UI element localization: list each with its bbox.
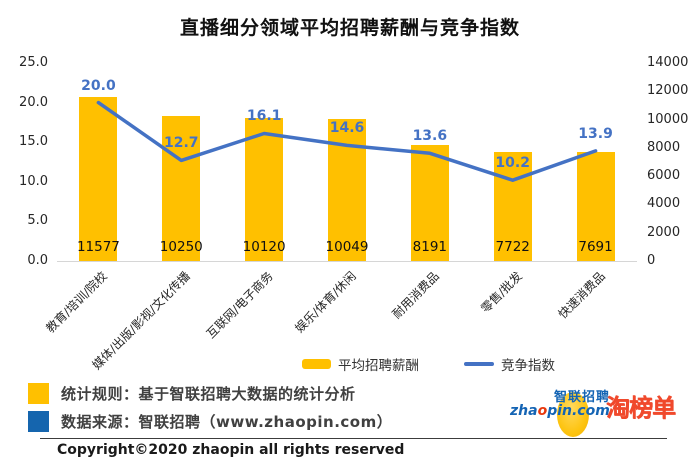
footer-divider bbox=[40, 438, 667, 439]
y-axis-tick-right: 4000 bbox=[647, 196, 681, 212]
legend-line-swatch-icon bbox=[464, 362, 494, 366]
y-axis-tick-left: 25.0 bbox=[19, 55, 48, 70]
taobangdan-logo: 淘榜单 bbox=[606, 394, 676, 422]
line-value-label: 12.7 bbox=[164, 135, 199, 152]
zhaopin-url-part3: pin.com bbox=[547, 403, 610, 419]
y-axis-tick-right: 2000 bbox=[647, 224, 681, 240]
note-text: 统计规则：基于智联招聘大数据的统计分析 bbox=[61, 385, 356, 403]
footnotes: 统计规则：基于智联招聘大数据的统计分析 数据来源：智联招聘（www.zhaopi… bbox=[28, 383, 392, 439]
line-value-label: 16.1 bbox=[246, 108, 282, 125]
bar-value-label: 7722 bbox=[495, 239, 530, 255]
note-text: 数据来源：智联招聘（www.zhaopin.com） bbox=[61, 413, 393, 431]
y-axis-tick-left: 10.0 bbox=[19, 173, 48, 189]
copyright-text: Copyright©2020 zhaopin all rights reserv… bbox=[57, 442, 405, 458]
line-value-label: 14.6 bbox=[329, 120, 365, 137]
legend-line-label: 竞争指数 bbox=[501, 358, 555, 374]
y-axis-tick-right: 6000 bbox=[647, 168, 681, 184]
salary-bar bbox=[79, 97, 118, 261]
note-data-source: 数据来源：智联招聘（www.zhaopin.com） bbox=[28, 411, 392, 432]
bar-value-label: 10120 bbox=[242, 239, 286, 255]
y-axis-tick-left: 20.0 bbox=[19, 94, 48, 110]
y-axis-tick-right: 14000 bbox=[647, 55, 689, 70]
chart-legend: 平均招聘薪酬 竞争指数 bbox=[302, 354, 555, 374]
legend-bar-swatch-icon bbox=[302, 359, 331, 369]
note-statistics-rule: 统计规则：基于智联招聘大数据的统计分析 bbox=[28, 383, 392, 404]
y-axis-tick-right: 8000 bbox=[647, 139, 681, 155]
zhaopin-url-part1: zha bbox=[510, 403, 538, 419]
y-axis-tick-right: 12000 bbox=[647, 83, 689, 99]
bar-value-label: 7691 bbox=[578, 239, 613, 255]
line-value-label: 10.2 bbox=[495, 155, 530, 172]
bar-value-label: 10250 bbox=[159, 239, 203, 255]
y-axis-tick-left: 5.0 bbox=[27, 213, 48, 229]
legend-bar-label: 平均招聘薪酬 bbox=[338, 358, 419, 374]
zhaopin-egg-icon bbox=[557, 392, 589, 437]
bar-value-label: 8191 bbox=[412, 239, 448, 255]
line-value-label: 20.0 bbox=[81, 77, 116, 94]
line-value-label: 13.9 bbox=[578, 125, 613, 142]
chart-title: 直播细分领域平均招聘薪酬与竞争指数 bbox=[179, 17, 520, 39]
blue-square-bullet-icon bbox=[28, 411, 49, 432]
legend-item-index: 竞争指数 bbox=[464, 354, 555, 374]
x-axis-line bbox=[57, 261, 637, 262]
bar-value-label: 10049 bbox=[325, 239, 369, 255]
y-axis-tick-right: 10000 bbox=[647, 111, 689, 127]
zhaopin-red-o: o bbox=[537, 403, 548, 419]
brand-logos: 智联招聘 zhaopin.com 淘榜单 bbox=[502, 384, 680, 437]
zhaopin-cn-text: 智联招聘 bbox=[554, 390, 611, 405]
zhaopin-url-text: zhaopin.com bbox=[510, 403, 610, 419]
bar-value-label: 11577 bbox=[76, 239, 120, 255]
y-axis-tick-right: 0 bbox=[647, 253, 656, 268]
yellow-square-bullet-icon bbox=[28, 383, 49, 404]
line-value-label: 13.6 bbox=[412, 128, 448, 145]
y-axis-tick-left: 0.0 bbox=[27, 253, 48, 268]
y-axis-tick-left: 15.0 bbox=[19, 134, 48, 150]
legend-item-salary: 平均招聘薪酬 bbox=[302, 354, 419, 374]
